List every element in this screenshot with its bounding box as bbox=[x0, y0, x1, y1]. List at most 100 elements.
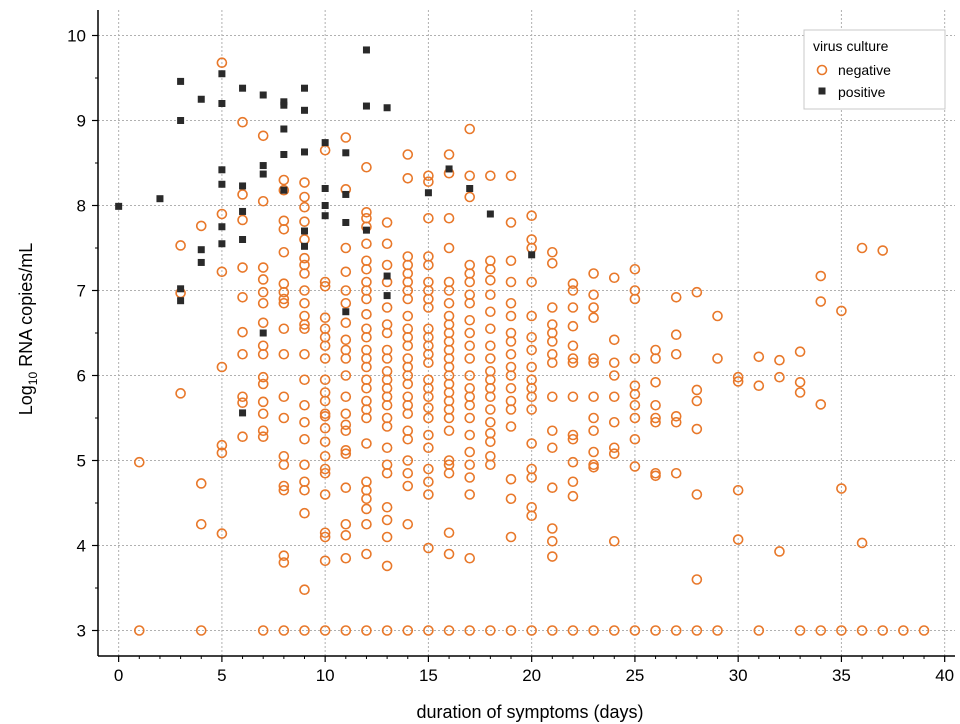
data-point-negative bbox=[340, 518, 352, 530]
data-point-negative bbox=[402, 625, 414, 636]
data-point-negative bbox=[774, 371, 785, 383]
data-point-negative bbox=[402, 455, 414, 466]
data-point-negative bbox=[464, 459, 476, 471]
data-point-negative bbox=[485, 625, 496, 636]
data-point-negative bbox=[485, 306, 496, 318]
data-point-negative bbox=[567, 456, 579, 468]
data-point-negative bbox=[443, 361, 455, 373]
data-point-negative bbox=[443, 527, 455, 539]
data-point-negative bbox=[381, 327, 393, 339]
data-point-negative bbox=[464, 391, 476, 403]
data-point-negative bbox=[567, 278, 579, 290]
x-tick-label: 10 bbox=[316, 666, 335, 685]
data-point-negative bbox=[340, 285, 352, 296]
data-point-negative bbox=[361, 207, 372, 218]
data-point-negative bbox=[402, 467, 414, 479]
x-tick-label: 25 bbox=[625, 666, 644, 685]
data-point-negative bbox=[670, 410, 682, 422]
data-point-negative bbox=[257, 371, 269, 383]
data-point-negative bbox=[381, 353, 393, 364]
data-point-negative bbox=[423, 412, 434, 424]
data-point-negative bbox=[567, 353, 579, 364]
data-point-negative bbox=[505, 370, 517, 381]
data-point-negative bbox=[836, 625, 847, 636]
data-point-negative bbox=[464, 276, 476, 288]
data-point-negative bbox=[608, 391, 620, 403]
data-point-negative bbox=[485, 323, 496, 335]
data-point-negative bbox=[402, 173, 414, 184]
data-point-negative bbox=[278, 450, 290, 462]
data-point-positive bbox=[239, 84, 247, 92]
data-point-negative bbox=[299, 216, 310, 227]
data-point-negative bbox=[381, 412, 393, 424]
data-point-negative bbox=[423, 259, 434, 271]
data-point-negative bbox=[670, 291, 682, 303]
data-point-negative bbox=[423, 212, 434, 224]
data-point-negative bbox=[588, 461, 599, 473]
data-point-negative bbox=[423, 176, 434, 187]
data-point-positive bbox=[301, 227, 309, 235]
data-point-negative bbox=[794, 346, 806, 358]
data-point-negative bbox=[319, 312, 331, 324]
data-point-negative bbox=[402, 268, 414, 279]
data-point-negative bbox=[567, 490, 579, 502]
data-point-negative bbox=[237, 391, 248, 403]
data-point-negative bbox=[485, 263, 496, 275]
data-point-negative bbox=[361, 374, 372, 386]
data-point-negative bbox=[299, 484, 310, 496]
data-point-negative bbox=[691, 489, 703, 500]
data-point-negative bbox=[340, 353, 352, 364]
data-point-negative bbox=[361, 625, 372, 636]
data-point-negative bbox=[257, 625, 269, 636]
data-point-positive bbox=[259, 329, 267, 337]
data-point-negative bbox=[485, 340, 496, 352]
y-tick-labels: 3 4 5 6 7 8 9 10 bbox=[67, 27, 86, 641]
data-point-negative bbox=[278, 246, 290, 258]
data-point-negative bbox=[443, 625, 455, 636]
data-point-positive bbox=[239, 409, 247, 417]
data-point-negative bbox=[443, 404, 455, 415]
data-point-negative bbox=[299, 201, 310, 213]
data-point-negative bbox=[361, 503, 372, 515]
data-point-negative bbox=[526, 472, 537, 483]
data-point-negative bbox=[278, 459, 290, 471]
data-point-negative bbox=[464, 123, 476, 135]
data-point-negative bbox=[299, 268, 310, 279]
data-point-positive bbox=[383, 292, 391, 300]
data-point-negative bbox=[485, 459, 496, 471]
data-point-negative bbox=[423, 442, 434, 454]
data-point-negative bbox=[340, 391, 352, 403]
data-point-negative bbox=[691, 625, 703, 636]
data-point-positive bbox=[280, 125, 288, 133]
data-point-negative bbox=[361, 344, 372, 356]
data-point-negative bbox=[361, 476, 372, 488]
data-point-negative bbox=[485, 255, 496, 267]
data-point-negative bbox=[299, 310, 310, 322]
data-point-positive bbox=[259, 162, 267, 170]
data-point-negative bbox=[526, 510, 537, 522]
data-point-negative bbox=[505, 170, 517, 182]
data-point-negative bbox=[278, 484, 290, 496]
data-point-negative bbox=[299, 252, 310, 264]
data-point-negative bbox=[402, 399, 414, 411]
data-point-negative bbox=[485, 436, 496, 448]
data-point-negative bbox=[443, 370, 455, 381]
data-point-negative bbox=[505, 493, 517, 505]
data-point-negative bbox=[898, 625, 909, 636]
data-point-negative bbox=[257, 195, 269, 207]
data-point-negative bbox=[526, 438, 537, 449]
data-point-negative bbox=[629, 399, 641, 411]
data-point-negative bbox=[340, 317, 352, 329]
data-point-negative bbox=[526, 361, 537, 373]
data-point-negative bbox=[443, 395, 455, 407]
data-point-negative bbox=[381, 514, 393, 526]
data-point-negative bbox=[608, 370, 620, 381]
data-point-negative bbox=[361, 353, 372, 364]
data-point-negative bbox=[381, 374, 393, 386]
data-point-negative bbox=[237, 326, 248, 338]
data-point-negative bbox=[485, 353, 496, 364]
data-point-negative bbox=[443, 387, 455, 398]
data-point-negative bbox=[340, 425, 352, 437]
data-point-negative bbox=[402, 518, 414, 530]
data-point-negative bbox=[423, 429, 434, 441]
